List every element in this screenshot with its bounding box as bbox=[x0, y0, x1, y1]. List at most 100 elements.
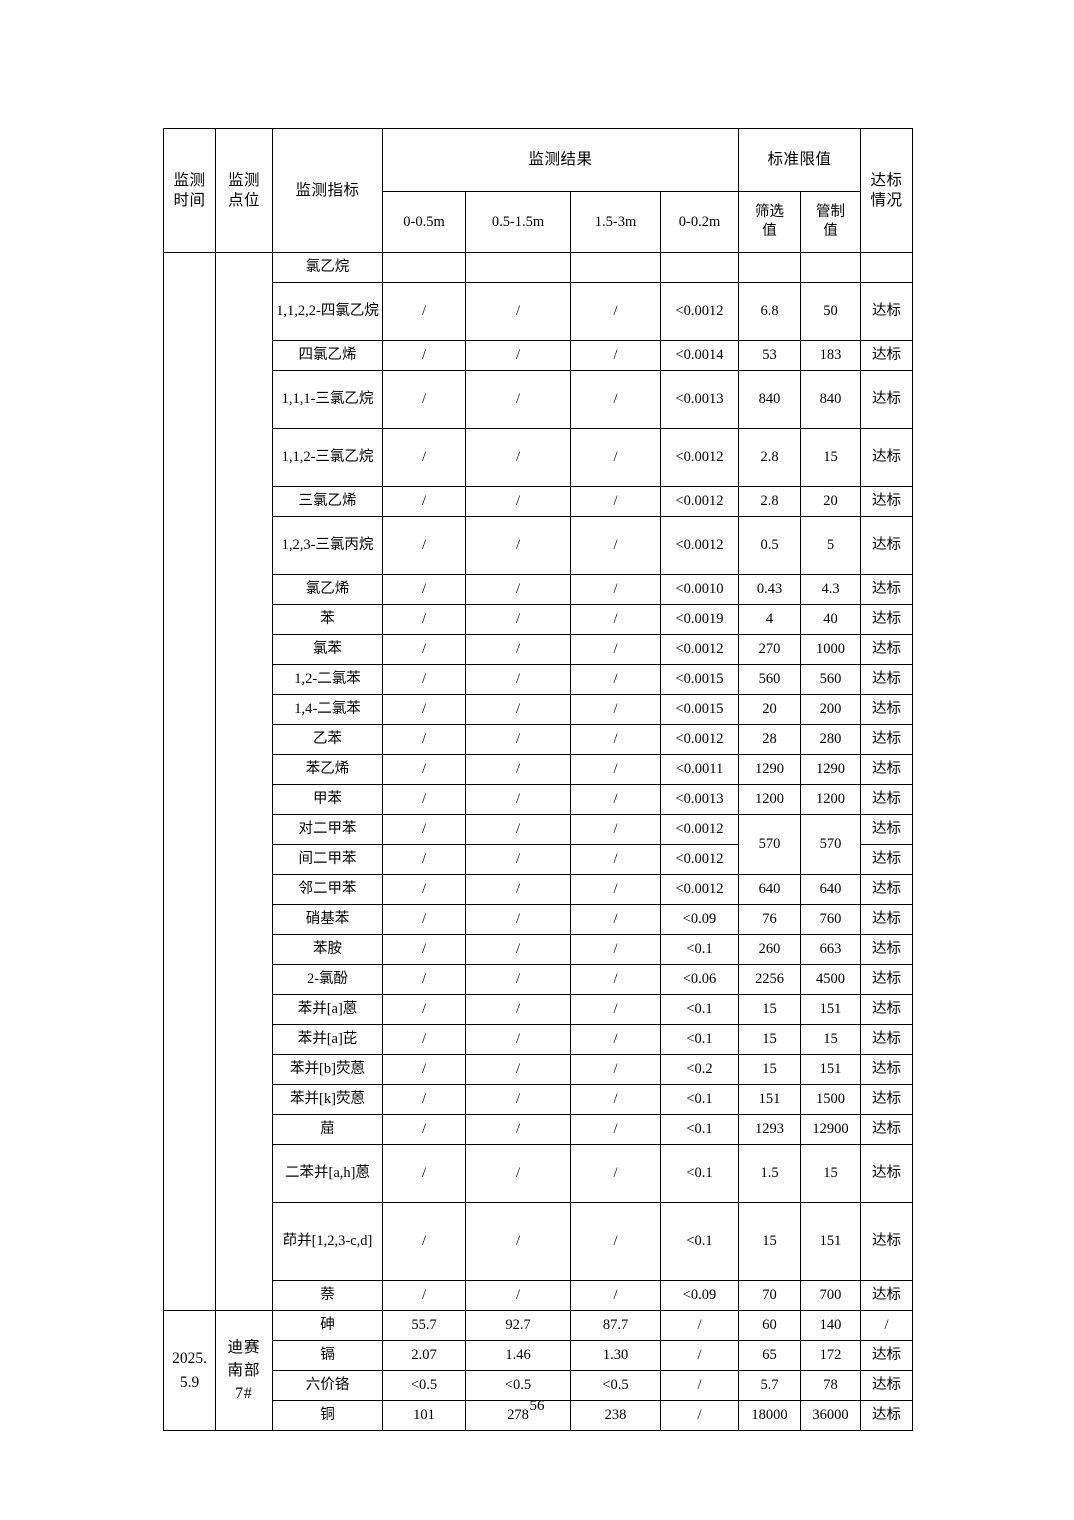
cell-control-value: 140 bbox=[800, 1310, 862, 1341]
cell-result-0-0.5m: / bbox=[382, 634, 466, 665]
cell-parameter-name: 氯乙烯 bbox=[272, 574, 383, 605]
cell-compliance-status: 达标 bbox=[860, 340, 914, 371]
cell-result-0-0.2m: <0.06 bbox=[659, 964, 740, 995]
cell-control-value: 760 bbox=[800, 904, 862, 935]
table-row: 氯乙烯 / / / <0.0010 0.43 4.3 达标 bbox=[164, 574, 914, 605]
cell-compliance-status: 达标 bbox=[860, 694, 914, 725]
cell-result-0-0.2m: / bbox=[659, 1340, 740, 1371]
header-monitoring-parameter: 监测指标 bbox=[272, 128, 383, 253]
cell-result-1.5-3m: / bbox=[570, 844, 661, 875]
cell-result-0.5-1.5m bbox=[465, 252, 571, 283]
cell-parameter-name: 砷 bbox=[272, 1310, 383, 1341]
cell-screening-value: 18000 bbox=[738, 1400, 802, 1431]
cell-result-0.5-1.5m: / bbox=[465, 844, 571, 875]
table-row: 2-氯酚 / / / <0.06 2256 4500 达标 bbox=[164, 964, 914, 995]
cell-result-1.5-3m: <0.5 bbox=[570, 1370, 661, 1401]
cell-result-0-0.5m: / bbox=[382, 934, 466, 965]
cell-parameter-name: 苯并[b]荧蒽 bbox=[272, 1054, 383, 1085]
cell-result-0-0.2m: <0.0012 bbox=[659, 428, 740, 487]
monitoring-results-table: 监测 时间 监测 点位 监测指标 监测结果 标准限值 达标 情况 bbox=[163, 128, 914, 1431]
cell-result-1.5-3m: / bbox=[570, 1024, 661, 1055]
cell-control-value: 4500 bbox=[800, 964, 862, 995]
cell-result-0-0.2m: <0.1 bbox=[659, 1084, 740, 1115]
cell-result-1.5-3m: / bbox=[570, 964, 661, 995]
table-body: 氯乙烷 1,1,2,2-四氯乙烷 / / / <0.0012 6.8 50 达标 四氯乙烯 / / / <… bbox=[163, 252, 914, 1431]
cell-compliance-status: 达标 bbox=[860, 516, 914, 575]
cell-result-0-0.5m: 55.7 bbox=[382, 1310, 466, 1341]
cell-screening-value: 5.7 bbox=[738, 1370, 802, 1401]
table-row: 邻二甲苯 / / / <0.0012 640 640 达标 bbox=[164, 874, 914, 905]
cell-result-0-0.5m: / bbox=[382, 1054, 466, 1085]
cell-compliance-status: 达标 bbox=[860, 634, 914, 665]
table-row: 六价铬 <0.5 <0.5 <0.5/5.7 78 达标 bbox=[164, 1370, 914, 1401]
monitoring-point-line1: 迪赛 bbox=[227, 1338, 261, 1356]
cell-result-0.5-1.5m: / bbox=[465, 1202, 571, 1281]
table-row: 2025. 5.9 迪赛 南部 7# 砷 55.7 92.7 87.7/60 140/ bbox=[163, 1310, 914, 1431]
cell-parameter-name: 䓛 bbox=[272, 1114, 383, 1145]
cell-parameter-name: 1,1,1-三氯乙烷 bbox=[272, 370, 383, 429]
cell-result-0.5-1.5m: / bbox=[465, 1024, 571, 1055]
table-row: 苯胺 / / / <0.1 260 663 达标 bbox=[164, 934, 914, 965]
cell-screening-value: 1200 bbox=[738, 784, 802, 815]
table-row: 乙苯 / / / <0.0012 28 280 达标 bbox=[164, 724, 914, 755]
cell-screening-value: 2.8 bbox=[738, 486, 802, 517]
cell-screening-value: 1.5 bbox=[738, 1144, 802, 1203]
cell-result-0.5-1.5m: 1.46 bbox=[465, 1340, 571, 1371]
table-row: 1,1,2-三氯乙烷 / / / <0.0012 2.8 15 达标 bbox=[164, 428, 914, 487]
header-row-top: 监测 时间 监测 点位 监测指标 监测结果 标准限值 达标 情况 bbox=[163, 128, 914, 253]
header-screening-value-line1: 筛选 bbox=[755, 204, 785, 221]
cell-result-1.5-3m: 1.30 bbox=[570, 1340, 661, 1371]
monitoring-time-line2: 5.9 bbox=[179, 1373, 200, 1391]
table-row: 硝基苯 / / / <0.09 76 760 达标 bbox=[164, 904, 914, 935]
cell-result-0-0.2m: <0.0012 bbox=[659, 874, 740, 905]
cell-result-1.5-3m: / bbox=[570, 370, 661, 429]
cell-control-value: 663 bbox=[800, 934, 862, 965]
cell-control-value: 5 bbox=[800, 516, 862, 575]
cell-parameter-name: 六价铬 bbox=[272, 1370, 383, 1401]
cell-result-1.5-3m: 238 bbox=[570, 1400, 661, 1431]
cell-compliance-status: 达标 bbox=[860, 282, 914, 341]
cell-control-value: 12900 bbox=[800, 1114, 862, 1145]
cell-result-1.5-3m: / bbox=[570, 694, 661, 725]
cell-result-0-0.5m: / bbox=[382, 486, 466, 517]
header-group-monitoring-results: 监测结果 bbox=[381, 128, 740, 192]
cell-screening-value: 640 bbox=[738, 874, 802, 905]
cell-result-0-0.5m bbox=[382, 252, 466, 283]
cell-monitoring-point bbox=[215, 252, 273, 1311]
cell-result-0-0.5m: / bbox=[382, 904, 466, 935]
cell-result-0.5-1.5m: / bbox=[465, 814, 571, 845]
header-monitoring-point-line2: 点位 bbox=[227, 191, 260, 209]
cell-control-value: 15 bbox=[800, 1144, 862, 1203]
table-row: 茚并[1,2,3-c,d] / / / <0.1 15 151 达标 bbox=[164, 1202, 914, 1281]
cell-control-value: 20 bbox=[800, 486, 862, 517]
cell-result-0.5-1.5m: / bbox=[465, 754, 571, 785]
cell-result-0-0.5m: 2.07 bbox=[382, 1340, 466, 1371]
cell-result-0.5-1.5m: / bbox=[465, 874, 571, 905]
cell-result-0-0.2m: <0.1 bbox=[659, 1114, 740, 1145]
cell-result-0-0.2m: <0.0012 bbox=[659, 516, 740, 575]
cell-result-0-0.5m: / bbox=[382, 1084, 466, 1115]
header-monitoring-point: 监测 点位 bbox=[215, 128, 273, 253]
cell-compliance-status: 达标 bbox=[860, 1370, 914, 1401]
cell-result-0.5-1.5m: / bbox=[465, 694, 571, 725]
cell-result-0-0.2m: <0.1 bbox=[659, 994, 740, 1025]
cell-result-1.5-3m bbox=[570, 252, 661, 283]
cell-result-1.5-3m: / bbox=[570, 340, 661, 371]
cell-result-0-0.5m: / bbox=[382, 370, 466, 429]
cell-result-1.5-3m: / bbox=[570, 814, 661, 845]
cell-control-value: 570 bbox=[800, 814, 862, 875]
cell-result-1.5-3m: / bbox=[570, 1114, 661, 1145]
header-control-value-line1: 管制 bbox=[816, 204, 846, 221]
cell-result-1.5-3m: / bbox=[570, 1144, 661, 1203]
cell-screening-value: 53 bbox=[738, 340, 802, 371]
cell-compliance-status: 达标 bbox=[860, 1114, 914, 1145]
cell-result-0.5-1.5m: / bbox=[465, 370, 571, 429]
cell-screening-value: 28 bbox=[738, 724, 802, 755]
cell-parameter-name: 苯乙烯 bbox=[272, 754, 383, 785]
cell-screening-value: 15 bbox=[738, 1024, 802, 1055]
cell-result-0-0.5m: / bbox=[382, 814, 466, 845]
cell-result-1.5-3m: / bbox=[570, 428, 661, 487]
table-row: 1,1,1-三氯乙烷 / / / <0.0013 840 840 达标 bbox=[164, 370, 914, 429]
cell-result-0-0.5m: <0.5 bbox=[382, 1370, 466, 1401]
cell-compliance-status: 达标 bbox=[860, 428, 914, 487]
